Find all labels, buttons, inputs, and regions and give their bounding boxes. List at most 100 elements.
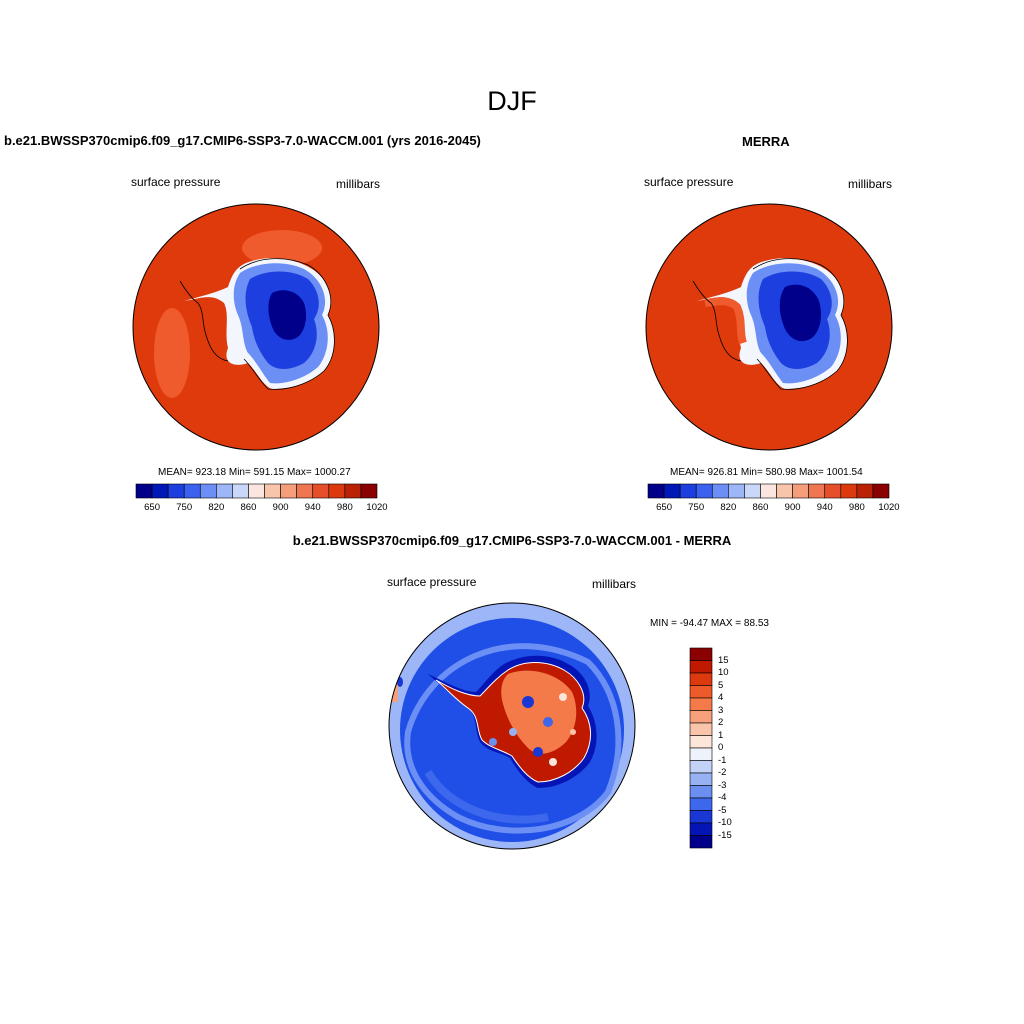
panel-merra-stats: MEAN= 926.81 Min= 580.98 Max= 1001.54	[670, 467, 863, 478]
colorbar-swatch	[744, 483, 761, 499]
panel-diff-units-label: millibars	[592, 577, 637, 591]
colorbar-swatch	[216, 483, 233, 499]
panel-diff-stats: MIN = -94.47 MAX = 88.53	[650, 618, 769, 629]
panel-model-stats: MEAN= 923.18 Min= 591.15 Max= 1000.27	[158, 467, 351, 478]
panel-title-difference: b.e21.BWSSP370cmip6.f09_g17.CMIP6-SSP3-7…	[292, 533, 732, 548]
colorbar-swatch	[135, 483, 153, 499]
colorbar-tick-label: 940	[304, 502, 321, 513]
colorbar-tick-label: 820	[720, 502, 737, 513]
panel-merra-units-label: millibars	[848, 177, 893, 191]
colorbar-swatch	[792, 483, 809, 499]
colorbar-tick-label: 3	[718, 704, 724, 716]
antarctica-coastline	[752, 258, 848, 390]
colorbar-swatch	[689, 835, 713, 849]
colorbar-swatch	[360, 483, 378, 499]
map-boundary	[388, 602, 636, 850]
colorbar-tick-label: 10	[718, 667, 729, 678]
colorbar-swatch	[776, 483, 793, 499]
colorbar-swatch	[328, 483, 346, 499]
pressure-anomaly-band	[154, 308, 190, 398]
colorbar-swatch	[760, 483, 777, 499]
antarctic-peninsula-coastline	[692, 280, 742, 362]
colorbar-swatch	[824, 483, 842, 499]
panel-model-units-label: millibars	[336, 177, 381, 191]
colorbar-swatch	[856, 483, 874, 499]
colorbar-merra-ticks: 650 750 820 860 900 940 980 1020	[648, 502, 899, 516]
colorbar-swatch	[872, 483, 890, 499]
colorbar-swatch	[728, 483, 745, 499]
colorbar-swatch	[647, 483, 665, 499]
colorbar-swatch	[689, 747, 713, 761]
colorbar-swatch	[344, 483, 362, 499]
colorbar-swatch	[840, 483, 858, 499]
colorbar-tick-label: 15	[718, 654, 729, 666]
colorbar-swatch	[679, 483, 697, 499]
colorbar-tick-label: 0	[718, 742, 724, 753]
colorbar-swatch	[689, 697, 713, 711]
colorbar-swatch	[689, 760, 713, 774]
colorbar-swatch	[695, 483, 713, 499]
antarctica-coastline	[239, 258, 335, 390]
colorbar-difference	[689, 647, 713, 849]
colorbar-tick-label: 650	[144, 502, 160, 513]
colorbar-swatch	[280, 483, 297, 499]
colorbar-swatch	[689, 685, 713, 699]
colorbar-tick-label: -3	[718, 779, 727, 791]
colorbar-swatch	[689, 822, 713, 836]
colorbar-swatch	[151, 483, 169, 499]
colorbar-tick-label: 980	[336, 502, 353, 513]
colorbar-tick-label: 1020	[366, 502, 388, 513]
colorbar-tick-label: 900	[784, 502, 801, 513]
map-boundary	[645, 203, 893, 451]
colorbar-tick-label: 750	[176, 502, 193, 513]
anomaly-contour	[424, 769, 549, 824]
panel-diff-variable-label: surface pressure	[387, 575, 477, 589]
colorbar-merra	[647, 483, 890, 499]
colorbar-tick-label: 1020	[878, 502, 900, 513]
colorbar-swatch	[264, 483, 281, 499]
figure-title: DJF	[487, 86, 537, 116]
antarctica-plateau-core	[779, 284, 821, 342]
colorbar-tick-label: 650	[656, 502, 672, 513]
colorbar-swatch	[183, 483, 201, 499]
colorbar-tick-label: 2	[718, 717, 724, 728]
colorbar-tick-label: 860	[240, 502, 257, 513]
colorbar-tick-label: -10	[718, 817, 732, 828]
colorbar-swatch	[689, 797, 713, 811]
colorbar-tick-label: 860	[752, 502, 769, 513]
colorbar-tick-label: 980	[848, 502, 865, 513]
antarctica-positive-anomaly-core	[501, 670, 577, 754]
colorbar-swatch	[711, 483, 729, 499]
panel-title-merra: MERRA	[742, 134, 790, 149]
pressure-anomaly-band	[242, 230, 322, 266]
colorbar-swatch	[296, 483, 314, 499]
colorbar-tick-label: 4	[718, 692, 724, 703]
colorbar-swatch	[663, 483, 681, 499]
colorbar-tick-label: -15	[718, 829, 732, 841]
colorbar-swatch	[689, 722, 713, 736]
antarctica-plateau-core	[268, 290, 307, 340]
polar-map-model	[132, 203, 380, 451]
antarctica-coastline	[435, 662, 591, 783]
colorbar-tick-label: 750	[688, 502, 705, 513]
map-boundary	[132, 203, 380, 451]
polar-map-merra	[645, 203, 893, 451]
colorbar-tick-label: -1	[718, 754, 727, 766]
colorbar-tick-label: 5	[718, 679, 724, 691]
colorbar-tick-label: 940	[816, 502, 833, 513]
colorbar-swatch	[689, 672, 713, 686]
colorbar-tick-label: 900	[272, 502, 289, 513]
colorbar-swatch	[232, 483, 249, 499]
colorbar-swatch	[689, 810, 713, 824]
colorbar-swatch	[689, 785, 713, 799]
anomaly-contour	[404, 643, 622, 834]
colorbar-swatch	[689, 710, 713, 724]
panel-model-variable-label: surface pressure	[131, 175, 221, 189]
colorbar-swatch	[689, 647, 713, 661]
polar-map-difference	[388, 602, 636, 850]
colorbar-tick-label: -2	[718, 767, 727, 778]
colorbar-swatch	[808, 483, 826, 499]
colorbar-model-ticks: 650 750 820 860 900 940 980 1020	[136, 502, 387, 516]
colorbar-swatch	[248, 483, 265, 499]
ross-ice-shelf-highs	[704, 297, 747, 345]
